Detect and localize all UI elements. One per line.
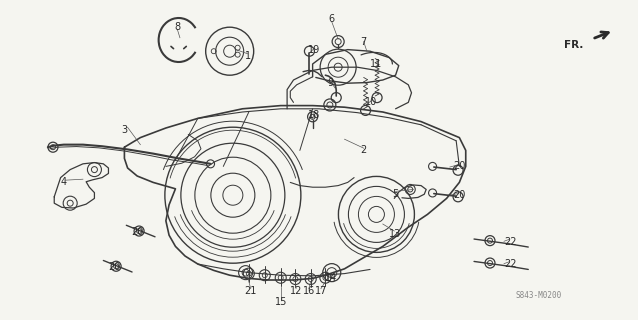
Text: 9: 9	[327, 78, 334, 88]
Text: 7: 7	[360, 36, 367, 47]
Text: 20: 20	[453, 190, 466, 200]
Text: 22: 22	[504, 236, 517, 247]
Text: 4: 4	[61, 177, 67, 188]
Text: 18: 18	[308, 110, 320, 120]
Text: 3: 3	[121, 124, 128, 135]
Text: 14: 14	[325, 273, 338, 284]
Text: 6: 6	[329, 14, 335, 24]
Text: 20: 20	[131, 227, 144, 237]
Text: 10: 10	[365, 97, 378, 108]
Text: S843-M0200: S843-M0200	[516, 292, 562, 300]
Text: 21: 21	[244, 286, 257, 296]
Text: 11: 11	[370, 59, 383, 69]
Text: 20: 20	[108, 262, 121, 272]
Text: 12: 12	[290, 286, 302, 296]
Text: 2: 2	[360, 145, 367, 156]
Text: FR.: FR.	[565, 40, 584, 50]
Text: 19: 19	[308, 44, 320, 55]
Text: 5: 5	[392, 188, 399, 199]
Text: 8: 8	[174, 22, 181, 32]
Text: 22: 22	[504, 259, 517, 269]
Text: 15: 15	[274, 297, 287, 308]
Text: 13: 13	[389, 228, 402, 239]
Text: 17: 17	[315, 286, 328, 296]
Text: 1: 1	[244, 51, 251, 61]
Text: 16: 16	[302, 286, 315, 296]
Text: 20: 20	[453, 161, 466, 172]
